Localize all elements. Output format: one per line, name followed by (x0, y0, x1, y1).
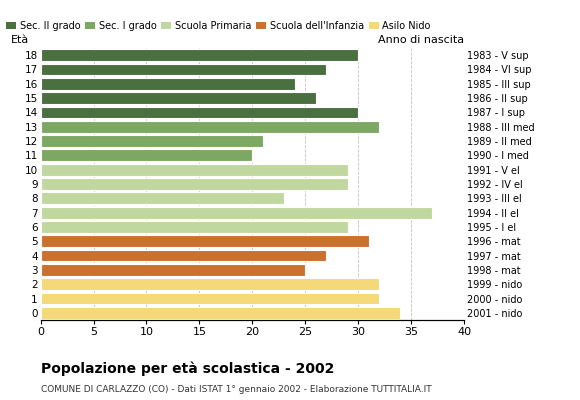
Text: COMUNE DI CARLAZZO (CO) - Dati ISTAT 1° gennaio 2002 - Elaborazione TUTTITALIA.I: COMUNE DI CARLAZZO (CO) - Dati ISTAT 1° … (41, 385, 431, 394)
Bar (41, 49, 358, 61)
Bar (41, 164, 347, 176)
Bar (41, 307, 401, 319)
Bar (41, 250, 327, 262)
Bar (41, 235, 369, 247)
Bar (41, 121, 379, 133)
Text: Anno di nascita: Anno di nascita (378, 35, 464, 45)
Bar (41, 278, 379, 290)
Bar (41, 293, 379, 304)
Bar (41, 78, 295, 90)
Bar (41, 178, 347, 190)
Bar (41, 150, 252, 161)
Bar (41, 106, 358, 118)
Bar (41, 207, 432, 218)
Text: Età: Età (11, 35, 29, 45)
Bar (41, 192, 284, 204)
Bar (41, 221, 347, 233)
Text: Popolazione per età scolastica - 2002: Popolazione per età scolastica - 2002 (41, 362, 334, 376)
Legend: Sec. II grado, Sec. I grado, Scuola Primaria, Scuola dell'Infanzia, Asilo Nido: Sec. II grado, Sec. I grado, Scuola Prim… (2, 17, 434, 35)
Bar (41, 264, 305, 276)
Bar (41, 92, 316, 104)
Bar (41, 64, 327, 75)
Bar (41, 135, 263, 147)
